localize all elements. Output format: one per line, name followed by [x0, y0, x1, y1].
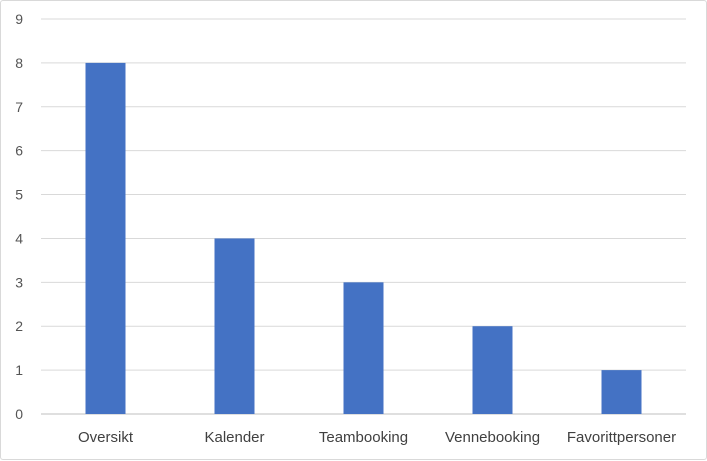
x-category-label: Oversikt	[78, 429, 134, 446]
bar-kalender	[214, 238, 255, 414]
x-category-label: Favorittpersoner	[567, 429, 676, 446]
y-tick-label: 7	[15, 99, 23, 115]
y-tick-label: 1	[15, 362, 23, 378]
y-axis-ticks: 0 1 2 3 4 5 6 7 8 9	[15, 11, 23, 422]
x-category-label: Vennebooking	[445, 429, 540, 446]
bar-teambooking	[343, 282, 384, 414]
x-axis-categories: Oversikt Kalender Teambooking Vennebooking F…	[78, 429, 676, 446]
y-tick-label: 5	[15, 187, 23, 203]
y-tick-label: 8	[15, 55, 23, 71]
y-tick-label: 4	[15, 230, 23, 246]
y-tick-label: 6	[15, 143, 23, 159]
bar-favorittpersoner	[601, 370, 642, 414]
y-tick-label: 3	[15, 274, 23, 290]
y-tick-label: 0	[15, 406, 23, 422]
x-category-label: Teambooking	[319, 429, 408, 446]
bar-vennebooking	[472, 326, 513, 414]
gridlines	[41, 18, 686, 415]
y-tick-label: 2	[15, 318, 23, 334]
y-tick-label: 9	[15, 11, 23, 27]
bar-oversikt	[85, 62, 126, 415]
bars	[85, 62, 642, 415]
x-category-label: Kalender	[204, 429, 264, 446]
